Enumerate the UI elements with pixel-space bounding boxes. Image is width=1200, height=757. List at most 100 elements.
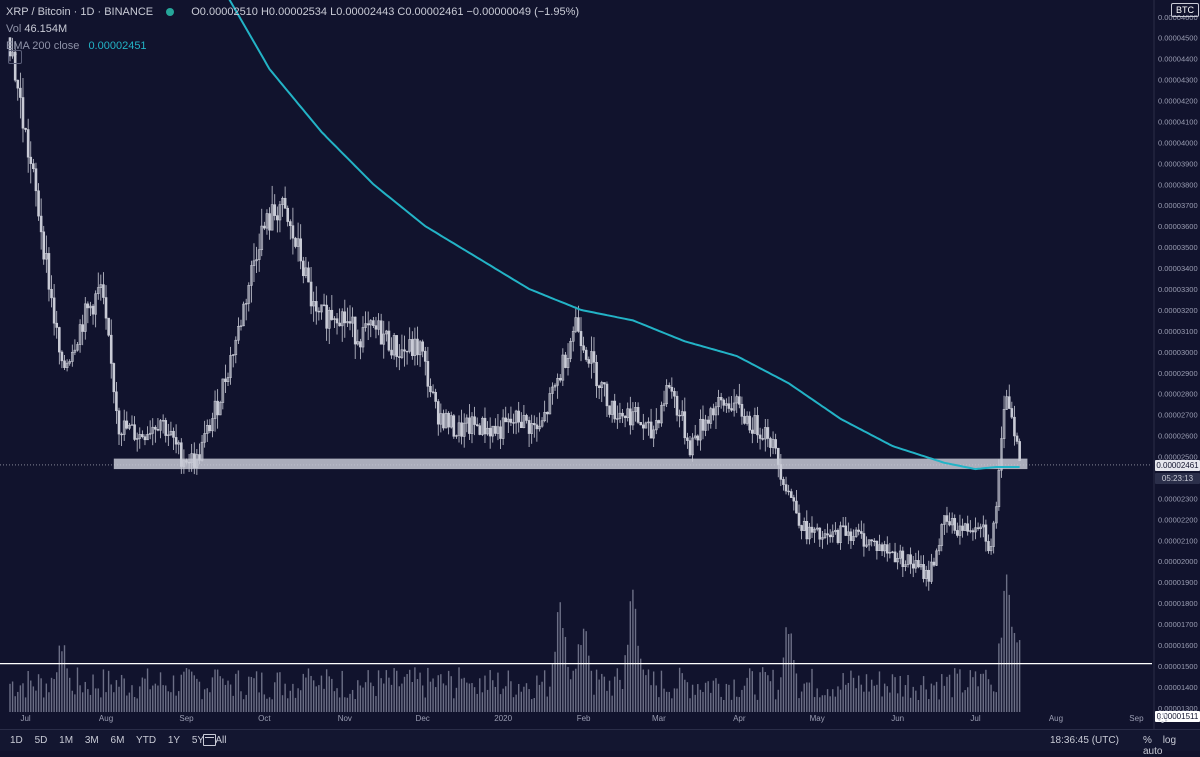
volume-bar [45,683,48,712]
range-button-1d[interactable]: 1D [10,735,23,746]
range-button-3m[interactable]: 3M [84,735,99,746]
volume-bar [761,667,764,712]
volume-bar [567,666,569,712]
volume-bar [370,682,372,712]
volume-bar [896,693,899,712]
volume-bar [756,699,759,712]
volume-label: Vol [6,23,22,35]
volume-bar [736,696,738,712]
range-button-5y[interactable]: 5Y [191,735,205,746]
candle-body [470,416,474,434]
candle-body [156,429,160,431]
volume-bar [486,689,489,712]
volume-bar [250,676,253,712]
candle-body [213,400,217,419]
range-button-1m[interactable]: 1M [59,735,74,746]
volume-bar [832,689,834,712]
volume-bar [383,683,385,712]
y-tick-label: 0.00001900 [1158,578,1198,587]
volume-bar [998,643,1000,712]
volume-bar [307,668,310,712]
symbol-title[interactable]: XRP / Bitcoin · 1D · BINANCE [6,6,154,18]
volume-bar [1013,632,1016,712]
volume-bar [139,686,141,712]
range-button-1y[interactable]: 1Y [167,735,181,746]
candle-body [974,527,977,533]
percent-scale-toggle[interactable]: % [1143,735,1152,746]
candle-body [436,401,440,425]
volume-bar [240,691,242,712]
candle-body [257,249,261,260]
volume-bar [1005,574,1008,712]
volume-bar [917,699,920,712]
volume-bar [551,664,554,712]
candle-body [442,413,445,429]
volume-bar [759,672,761,712]
candle-body [314,301,318,312]
volume-bar [980,673,982,712]
candle-body [187,461,191,464]
candle-body [888,551,892,554]
candle-body [465,417,469,424]
volume-bar [798,698,800,712]
candle-body [548,393,552,415]
log-scale-toggle[interactable]: log [1162,735,1177,746]
candle-body [787,490,790,493]
volume-bar [193,675,195,712]
candle-body [969,530,972,532]
volume-bar [676,688,678,712]
range-button-ytd[interactable]: YTD [136,735,157,746]
range-button-6m[interactable]: 6M [110,735,125,746]
candle-body [130,424,134,426]
candle-body [390,349,393,356]
price-chart[interactable]: 0.00004600 0.00004500 0.00004400 0.00004300… [0,0,1200,729]
candle-body [374,325,378,330]
candle-body [283,197,287,209]
candle-body [966,523,970,532]
candle-body [792,497,796,502]
candle-body [444,412,448,429]
volume-bar [847,682,850,712]
volume-bar [281,695,284,712]
volume-bar [115,680,118,712]
candle-body [211,418,214,432]
volume-bar [219,676,221,712]
y-tick-label: 0.00001400 [1158,683,1198,692]
candle-body [989,546,993,552]
candle-body [52,297,56,324]
candle-body [738,396,741,405]
volume-bar [414,667,416,712]
utc-clock[interactable]: 18:36:45 (UTC) [1050,735,1119,746]
candle-body [312,301,315,307]
volume-bar [837,686,839,712]
collapse-legend-icon[interactable]: ⌃ [8,50,22,64]
candle-body [39,215,43,233]
volume-bar [671,698,673,712]
volume-bar [852,677,855,712]
candle-body [473,416,476,425]
volume-bar [959,669,961,712]
y-tick-label: 0.00002100 [1158,536,1198,545]
range-button-all[interactable]: All [215,735,227,746]
candle-body [699,418,702,441]
y-tick-label: 0.00004000 [1158,138,1198,147]
calendar-icon[interactable] [203,734,216,746]
candle-body [273,204,277,216]
gear-icon[interactable] [1158,713,1168,723]
volume-bar [1008,594,1010,712]
volume-bar [497,672,499,712]
range-button-5d[interactable]: 5D [34,735,48,746]
volume-bar [30,680,32,712]
volume-bar [37,674,40,712]
volume-bar [377,670,380,712]
volume-bar [320,675,323,712]
candle-body [1000,438,1003,471]
volume-bar [315,686,317,712]
candle-body [481,417,484,435]
candle-body [745,415,749,424]
y-tick-label: 0.00003700 [1158,201,1198,210]
auto-scale-toggle[interactable]: auto [1143,746,1163,757]
volume-bar [409,669,411,712]
volume-bar [222,678,224,712]
